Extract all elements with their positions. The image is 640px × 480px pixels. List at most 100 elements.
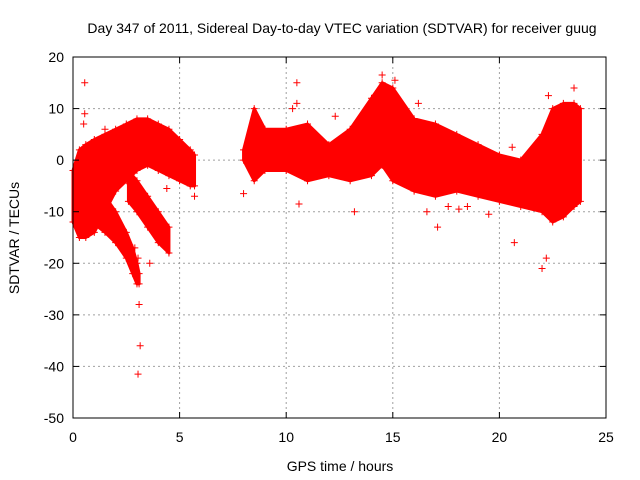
data-point-lower [389, 177, 397, 185]
y-tick-label: -50 [44, 410, 64, 426]
data-point-outlier [240, 190, 248, 198]
chart-title: Day 347 of 2011, Sidereal Day-to-day VTE… [87, 20, 596, 36]
data-point-lower [88, 218, 96, 226]
data-point-upper [559, 99, 567, 107]
x-tick-label: 25 [598, 429, 614, 445]
data-point-upper [135, 270, 143, 278]
y-tick-label: 20 [48, 49, 64, 65]
data-point-upper [517, 156, 525, 164]
data-point-lower [82, 234, 90, 241]
data-point-lower [570, 203, 578, 211]
x-axis-label: GPS time / hours [287, 458, 394, 474]
data-point-lower [576, 197, 584, 205]
data-point-upper [165, 223, 173, 231]
data-point-lower [129, 270, 137, 278]
data-point-upper [144, 192, 152, 200]
data-point-upper [304, 120, 312, 128]
data-point-outlier [135, 301, 143, 309]
data-point-upper [82, 141, 90, 149]
y-tick-label: -20 [44, 255, 64, 271]
data-point-lower [144, 161, 152, 169]
data-point-lower [176, 177, 184, 185]
plot-frame [72, 56, 607, 419]
y-tick-label: -30 [44, 307, 64, 323]
data-point-lower [165, 172, 173, 180]
data-point-outlier [293, 99, 301, 107]
y-axis-label: SDTVAR / TECUs [6, 182, 22, 294]
data-point-outlier [463, 203, 471, 211]
data-point-upper [144, 115, 152, 123]
data-point-lower [549, 218, 557, 226]
data-point-lower [410, 187, 418, 195]
data-point-upper [133, 177, 141, 185]
y-tick-label: -10 [44, 204, 64, 220]
data-point-lower [112, 239, 120, 247]
data-point-upper [122, 228, 130, 236]
data-point-upper [431, 120, 439, 128]
y-tick-label: 10 [48, 101, 64, 117]
data-point-outlier [331, 112, 339, 120]
data-point-upper [186, 146, 194, 154]
data-point-outlier [544, 92, 552, 100]
data-point-outlier [131, 244, 139, 252]
data-point-outlier [293, 79, 301, 87]
data-point-lower [517, 203, 525, 211]
data-point-lower [431, 192, 439, 200]
data-point-outlier [414, 99, 422, 107]
data-point-lower [154, 239, 162, 247]
data-point-upper [165, 125, 173, 133]
data-point-outlier [378, 71, 386, 79]
data-point-lower [122, 254, 130, 262]
data-point-upper [346, 125, 354, 133]
data-point-upper [176, 136, 184, 144]
x-tick-label: 15 [385, 429, 401, 445]
data-point-lower [453, 187, 461, 195]
x-tick-label: 5 [176, 429, 184, 445]
data-point-upper [453, 130, 461, 138]
data-point-upper [549, 105, 557, 113]
data-point-lower [378, 161, 386, 169]
data-point-upper [495, 151, 503, 159]
data-point-lower [165, 249, 173, 257]
data-point-upper [75, 146, 83, 154]
data-point-outlier [191, 192, 199, 200]
data-point-lower [191, 182, 199, 190]
data-point-upper [112, 208, 120, 216]
data-point-outlier [101, 125, 109, 133]
data-point-lower [282, 166, 290, 174]
data-point-outlier [391, 76, 399, 84]
data-point-outlier [134, 370, 142, 378]
data-point-outlier [80, 120, 88, 128]
data-point-upper [538, 130, 546, 138]
data-point-upper [133, 115, 141, 123]
data-point-outlier [350, 208, 358, 216]
data-point-outlier [508, 143, 516, 151]
data-point-upper [410, 115, 418, 123]
data-point-upper [133, 259, 141, 267]
y-tick-label: 0 [56, 152, 64, 168]
data-point-outlier [163, 185, 171, 193]
data-point-upper [282, 125, 290, 133]
data-point-lower [133, 208, 141, 216]
data-point-outlier [423, 208, 431, 216]
data-point-upper [570, 99, 578, 107]
data-point-outlier [444, 203, 452, 211]
data-point-upper [101, 192, 109, 200]
data-point-outlier [485, 210, 493, 218]
data-point-lower [240, 156, 248, 164]
data-point-outlier [289, 105, 297, 113]
y-tick-label: -40 [44, 358, 64, 374]
data-point-outlier [570, 84, 578, 92]
data-point-upper [154, 208, 162, 216]
data-point-upper [90, 136, 98, 144]
data-point-lower [367, 172, 375, 180]
data-point-lower [495, 197, 503, 205]
data-point-outlier [542, 254, 550, 262]
data-point-upper [154, 120, 162, 128]
data-point-upper [261, 125, 269, 133]
data-point-lower [133, 166, 141, 174]
data-point-outlier [136, 342, 144, 350]
data-point-upper [367, 94, 375, 102]
data-point-lower [135, 280, 143, 288]
data-point-lower [559, 213, 567, 221]
